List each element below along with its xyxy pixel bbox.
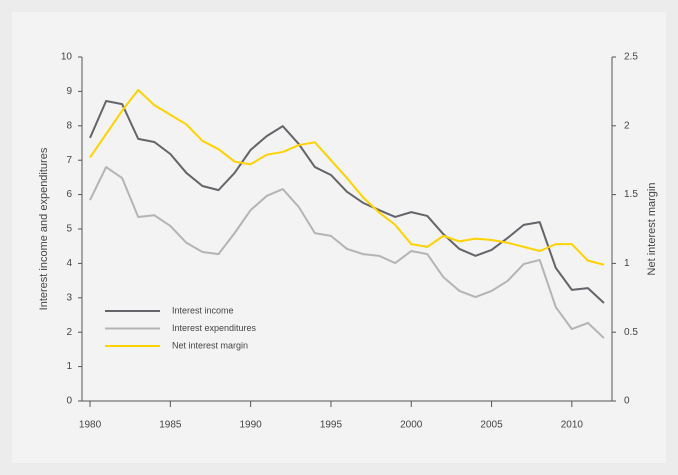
y-tick-label: 6 xyxy=(66,189,72,200)
y2-tick-label: 0 xyxy=(624,396,630,407)
y-tick-label: 10 xyxy=(61,52,73,63)
y-tick-label: 1 xyxy=(66,361,72,372)
series-line xyxy=(89,89,605,266)
x-tick-label: 2010 xyxy=(561,420,584,431)
y2-tick-label: 2 xyxy=(624,120,630,131)
y-tick-label: 0 xyxy=(66,396,72,407)
y-tick-label: 4 xyxy=(66,258,72,269)
x-tick-label: 1980 xyxy=(79,420,102,431)
y2-tick-label: 2.5 xyxy=(624,52,638,63)
y2-axis-label: Net interest margin xyxy=(646,183,658,276)
panel xyxy=(12,12,666,463)
x-tick-label: 1995 xyxy=(320,420,343,431)
series-line xyxy=(89,100,605,304)
y2-tick-label: 1 xyxy=(624,258,630,269)
y-tick-label: 3 xyxy=(66,292,72,303)
legend-label: Interest expenditures xyxy=(172,323,257,333)
y2-tick-label: 1.5 xyxy=(624,189,638,200)
x-tick-label: 1990 xyxy=(240,420,263,431)
y-tick-label: 9 xyxy=(66,86,72,97)
series-line xyxy=(89,166,605,339)
y-tick-label: 8 xyxy=(66,120,72,131)
x-tick-label: 1985 xyxy=(159,420,182,431)
y2-tick-label: 0.5 xyxy=(624,327,638,338)
x-tick-label: 2005 xyxy=(480,420,503,431)
y-tick-label: 2 xyxy=(66,327,72,338)
x-tick-label: 2000 xyxy=(400,420,423,431)
legend-label: Net interest margin xyxy=(172,340,248,350)
legend-label: Interest income xyxy=(172,305,234,315)
y-tick-label: 7 xyxy=(66,155,72,166)
y-axis-label: Interest income and expenditures xyxy=(38,147,50,310)
y-tick-label: 5 xyxy=(66,224,72,235)
